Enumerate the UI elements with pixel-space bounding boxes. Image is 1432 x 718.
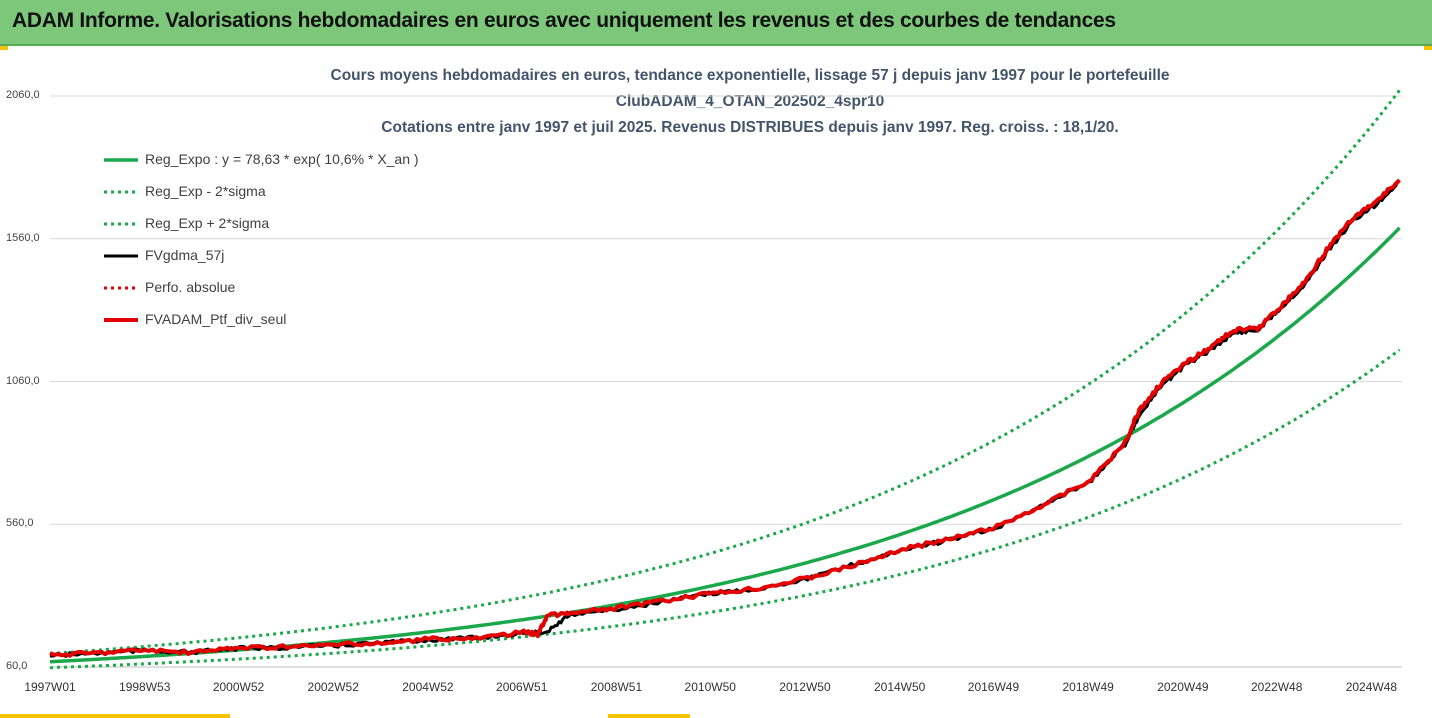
y-tick-label: 1060,0	[6, 374, 40, 387]
x-tick-label: 2012W50	[779, 680, 831, 694]
x-tick-label: 1998W53	[119, 680, 171, 694]
y-tick-label: 2060,0	[6, 89, 40, 101]
legend-label: Reg_Expo : y = 78,63 * exp( 10,6% * X_an…	[145, 151, 419, 167]
corner-accent	[1424, 46, 1432, 50]
corner-accent	[608, 714, 690, 718]
y-tick-label: 60,0	[6, 660, 28, 672]
x-tick-label: 2024W48	[1345, 680, 1398, 694]
x-tick-label: 2016W49	[967, 680, 1020, 694]
legend-label: Perfo. absolue	[145, 279, 236, 295]
y-tick-label: 1560,0	[6, 231, 40, 244]
legend-swatch	[104, 190, 138, 194]
trend-upper-band	[49, 89, 1401, 655]
legend-label: FVADAM_Ptf_div_seul	[145, 311, 287, 327]
corner-accent	[0, 46, 8, 50]
legend-swatch	[104, 286, 138, 290]
x-tick-label: 2008W51	[590, 680, 643, 694]
x-tick-label: 2020W49	[1157, 680, 1209, 694]
x-tick-label: 2018W49	[1062, 680, 1114, 694]
trend-lower-band	[49, 348, 1401, 670]
report-banner: ADAM Informe. Valorisations hebdomadaire…	[0, 0, 1432, 46]
chart-title-line-1: Cours moyens hebdomadaires en euros, ten…	[330, 67, 1170, 84]
report-title: ADAM Informe. Valorisations hebdomadaire…	[12, 9, 1116, 32]
fv-gdma-line	[50, 180, 1400, 658]
legend-swatch	[104, 222, 138, 226]
trend-line	[49, 226, 1401, 664]
legend-label: FVgdma_57j	[145, 247, 225, 263]
x-tick-label: 1997W01	[24, 680, 76, 694]
legend-label: Reg_Exp + 2*sigma	[145, 215, 270, 231]
x-tick-label: 2004W52	[402, 680, 454, 694]
chart-title-line-2: ClubADAM_4_OTAN_202502_4spr10	[615, 93, 885, 110]
x-tick-label: 2006W51	[496, 680, 548, 694]
legend-swatch	[104, 318, 138, 322]
x-tick-label: 2010W50	[684, 680, 736, 694]
corner-accent	[0, 714, 230, 718]
chart-title-line-3: Cotations entre janv 1997 et juil 2025. …	[381, 119, 1119, 136]
x-tick-label: 2022W48	[1251, 680, 1303, 694]
y-tick-label: 560,0	[6, 517, 34, 530]
x-tick-label: 2000W52	[212, 680, 265, 694]
x-tick-label: 2002W52	[307, 680, 359, 694]
legend-label: Reg_Exp - 2*sigma	[145, 183, 266, 199]
portfolio-line	[49, 178, 1401, 658]
x-tick-label: 2014W50	[873, 680, 926, 694]
legend-swatch	[104, 254, 138, 258]
legend-swatch	[104, 158, 138, 162]
